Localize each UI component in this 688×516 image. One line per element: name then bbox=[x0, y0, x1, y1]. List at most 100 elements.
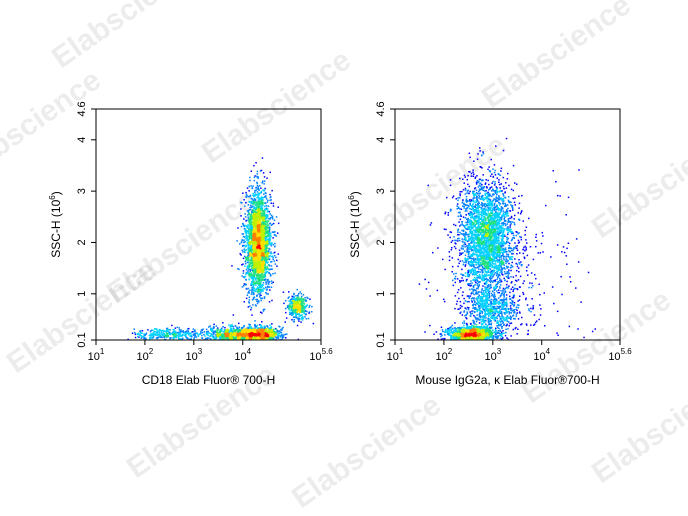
event-dot bbox=[241, 333, 243, 335]
event-dot bbox=[300, 311, 302, 313]
event-dot bbox=[270, 251, 272, 253]
event-dot bbox=[305, 310, 307, 312]
event-dot bbox=[263, 190, 265, 192]
event-dot bbox=[151, 335, 153, 337]
event-dot bbox=[245, 263, 247, 265]
event-dot bbox=[243, 199, 245, 201]
event-dot bbox=[311, 311, 313, 313]
event-dot bbox=[297, 295, 299, 297]
event-dot bbox=[247, 327, 249, 329]
event-dot bbox=[243, 245, 245, 247]
event-dot bbox=[260, 203, 262, 205]
event-dot bbox=[241, 275, 243, 277]
event-dot bbox=[249, 276, 251, 278]
event-dot bbox=[255, 265, 256, 267]
event-dot bbox=[261, 208, 263, 210]
event-dot bbox=[249, 209, 251, 211]
event-dot bbox=[308, 312, 310, 314]
event-dot bbox=[260, 283, 262, 285]
event-dot bbox=[254, 190, 256, 192]
event-dot bbox=[252, 260, 254, 262]
event-dot bbox=[264, 220, 266, 222]
event-dot bbox=[264, 209, 266, 211]
event-dot bbox=[253, 215, 255, 217]
event-dot bbox=[144, 338, 146, 340]
event-dot bbox=[254, 180, 256, 182]
event-dot bbox=[171, 325, 173, 327]
event-dot bbox=[311, 306, 313, 308]
event-dot bbox=[200, 331, 202, 333]
event-dot bbox=[258, 197, 260, 199]
event-dot bbox=[247, 214, 249, 216]
event-dot bbox=[266, 208, 268, 210]
event-dot bbox=[262, 263, 264, 265]
event-dot bbox=[237, 227, 239, 229]
event-dot bbox=[257, 335, 259, 337]
event-dot bbox=[211, 330, 213, 332]
event-dot bbox=[260, 329, 262, 331]
event-dot bbox=[288, 309, 290, 311]
event-dot bbox=[259, 256, 261, 258]
event-dot bbox=[202, 330, 204, 332]
event-dot bbox=[241, 242, 243, 244]
event-dot bbox=[222, 338, 224, 340]
event-dot bbox=[247, 337, 249, 339]
event-dot bbox=[236, 328, 238, 330]
event-dot bbox=[156, 329, 158, 331]
event-dot bbox=[266, 331, 268, 333]
event-dot bbox=[271, 242, 273, 244]
event-dot bbox=[259, 185, 261, 187]
event-dot bbox=[254, 331, 256, 333]
event-dot bbox=[259, 213, 261, 215]
event-dot bbox=[243, 218, 245, 220]
event-dot bbox=[256, 282, 257, 284]
event-dot bbox=[195, 334, 197, 336]
event-dot bbox=[308, 318, 310, 320]
event-dot bbox=[244, 301, 246, 303]
event-dot bbox=[243, 272, 245, 274]
event-dot bbox=[264, 180, 266, 182]
event-dot bbox=[155, 334, 157, 336]
event-dot bbox=[293, 307, 295, 309]
event-dot bbox=[273, 244, 275, 246]
event-dot bbox=[253, 258, 255, 260]
event-dot bbox=[260, 187, 262, 189]
event-dot bbox=[291, 312, 293, 314]
event-dot bbox=[234, 329, 236, 331]
event-dot bbox=[295, 316, 297, 318]
event-dot bbox=[213, 324, 215, 326]
event-dot bbox=[295, 315, 297, 317]
event-dot bbox=[249, 244, 251, 246]
event-dot bbox=[233, 314, 235, 316]
event-dot bbox=[248, 242, 250, 244]
event-dot bbox=[250, 309, 252, 311]
event-dot bbox=[259, 265, 261, 267]
event-dot bbox=[267, 211, 269, 213]
event-dot bbox=[253, 195, 255, 197]
event-dot bbox=[246, 249, 248, 251]
event-dot bbox=[260, 199, 262, 201]
event-dot bbox=[293, 314, 295, 316]
event-dot bbox=[202, 332, 204, 334]
event-dot bbox=[267, 248, 269, 250]
event-dot bbox=[269, 213, 271, 215]
event-dot bbox=[208, 337, 210, 339]
event-dot bbox=[261, 234, 263, 236]
event-dot bbox=[263, 242, 265, 244]
event-dot bbox=[268, 218, 270, 220]
event-dot bbox=[293, 312, 295, 314]
event-dot bbox=[152, 337, 154, 339]
event-dot bbox=[172, 338, 174, 340]
event-dot bbox=[249, 299, 251, 301]
event-dot bbox=[175, 332, 177, 334]
event-dot bbox=[258, 205, 260, 207]
event-dot bbox=[245, 258, 247, 260]
event-dot bbox=[252, 248, 254, 250]
event-dot bbox=[265, 215, 267, 217]
event-dot bbox=[225, 331, 227, 333]
event-dot bbox=[196, 336, 198, 338]
event-dot bbox=[176, 335, 178, 337]
event-dot bbox=[256, 267, 258, 269]
event-dot bbox=[257, 256, 259, 258]
